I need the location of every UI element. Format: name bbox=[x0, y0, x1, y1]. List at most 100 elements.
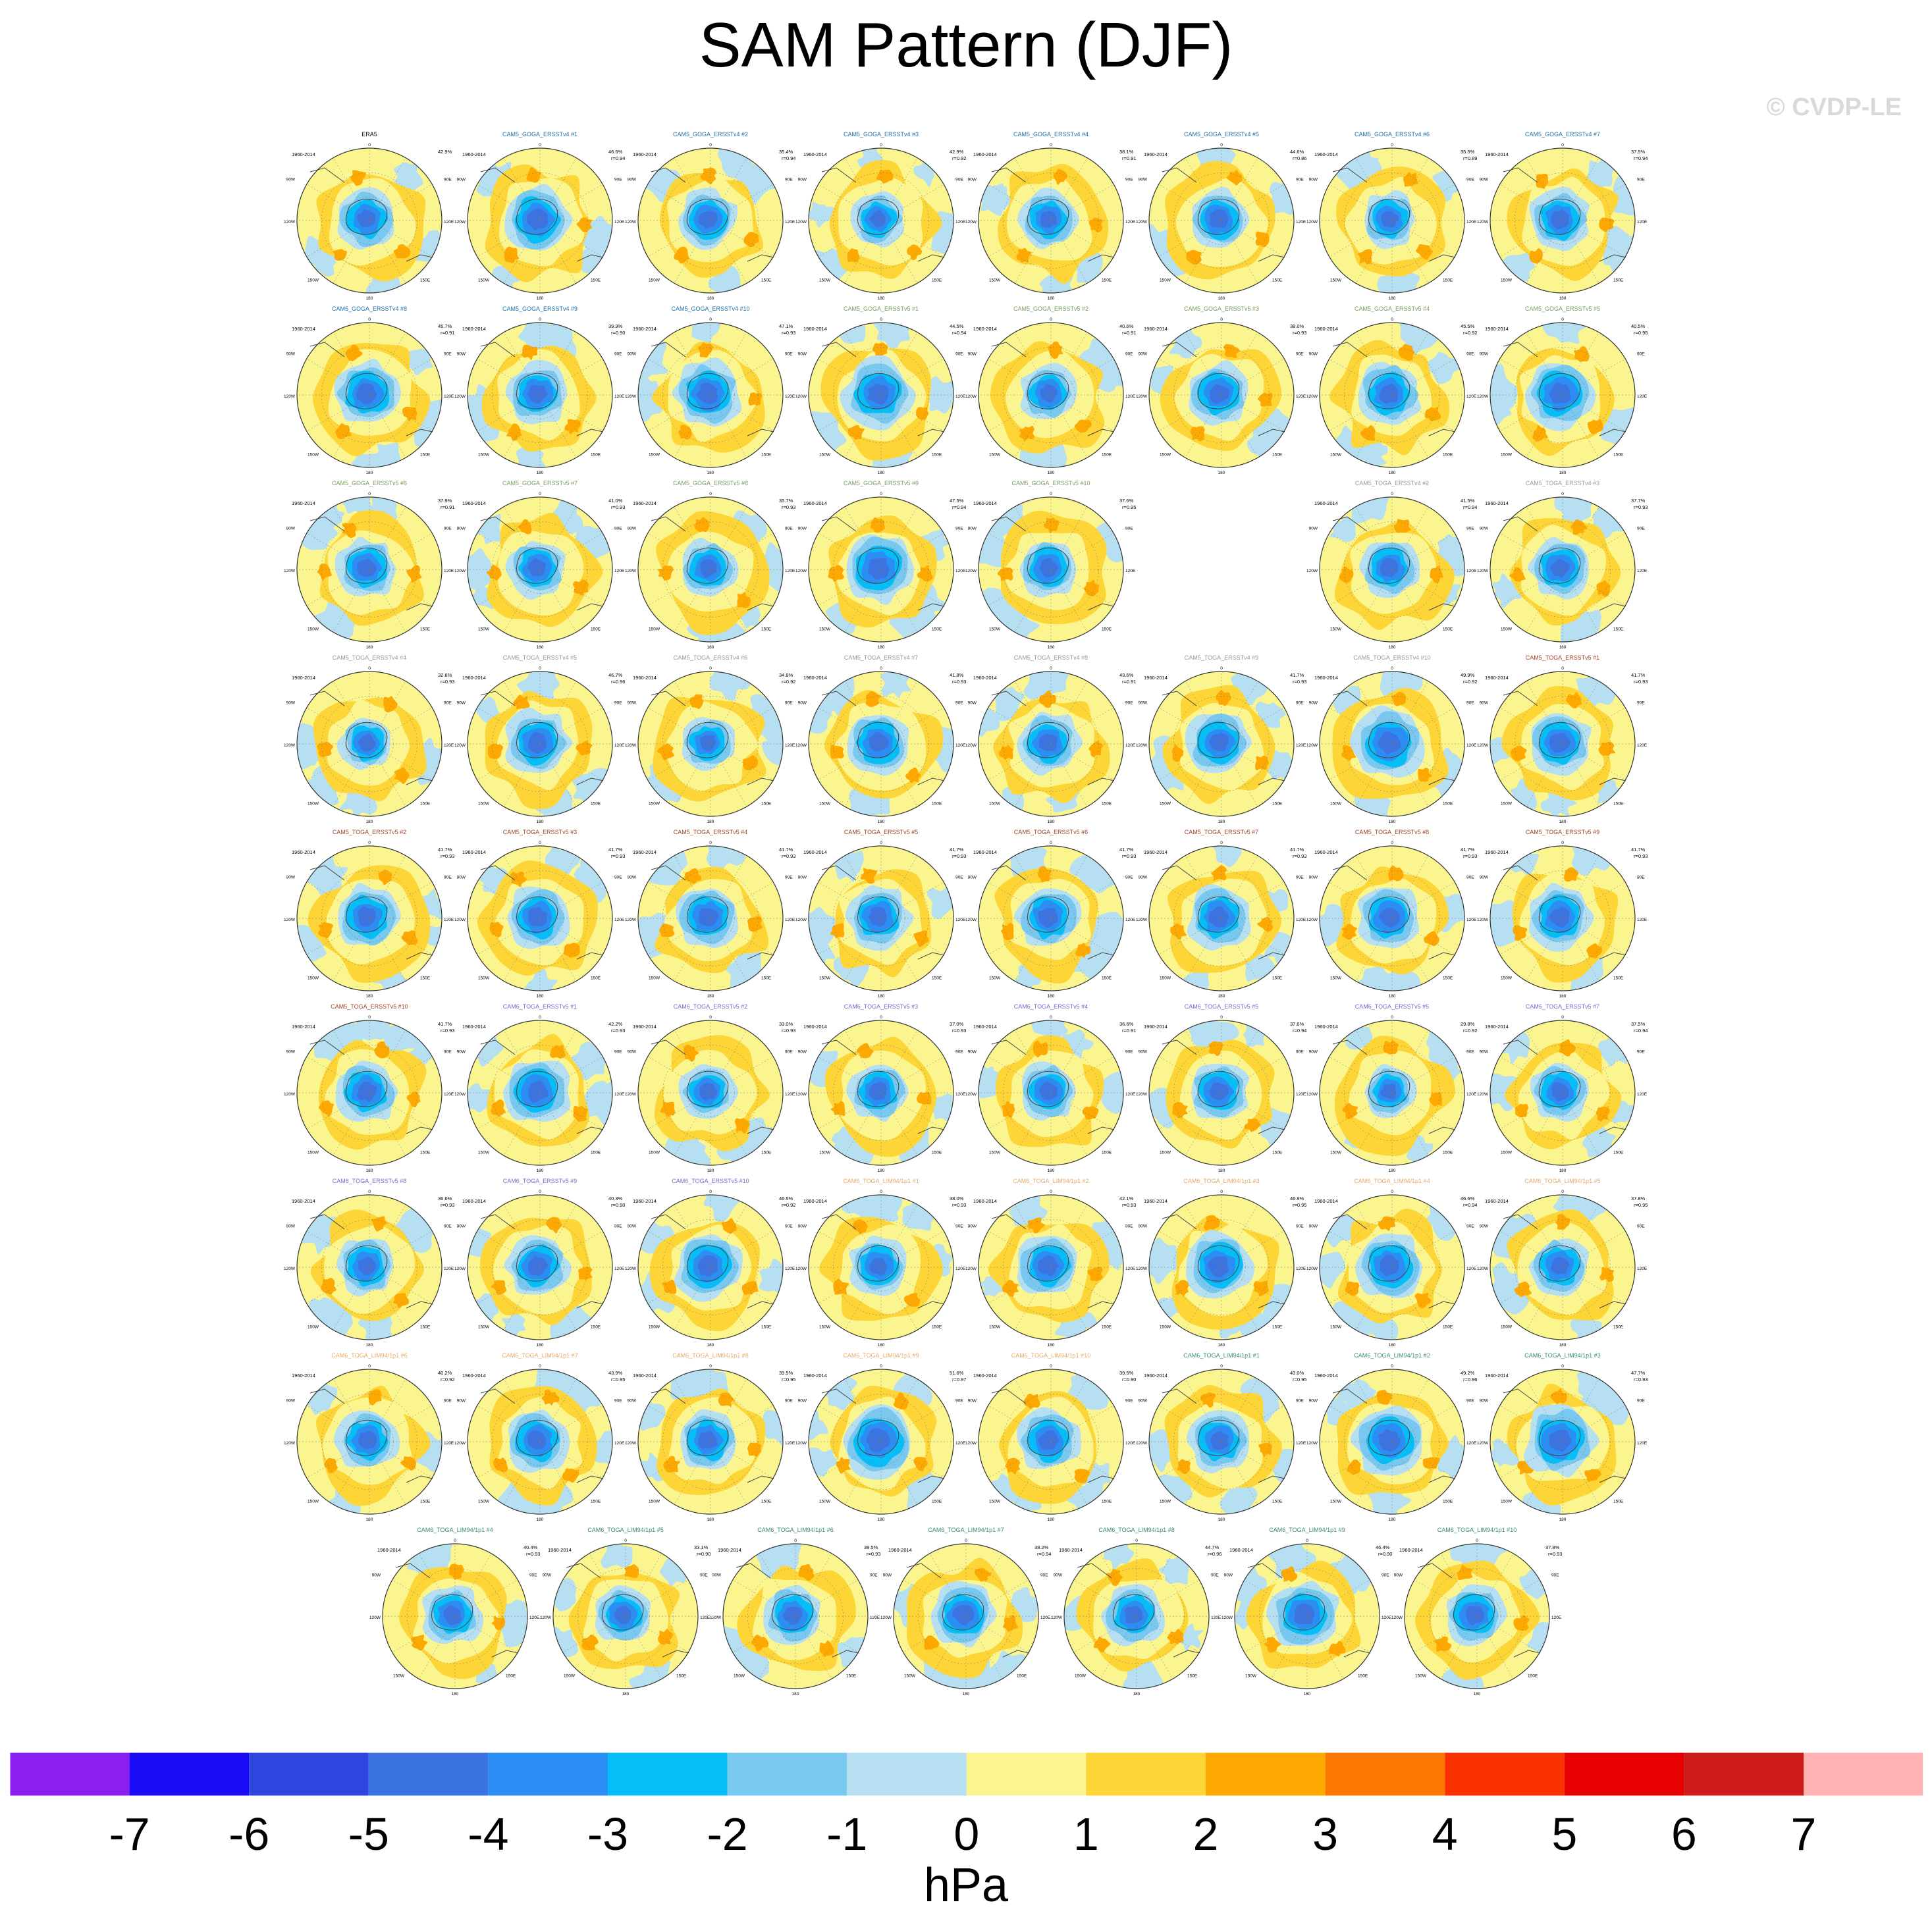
longitude-label: 0 bbox=[1561, 1364, 1564, 1369]
longitude-label: 0 bbox=[1561, 666, 1564, 671]
longitude-label: 120W bbox=[454, 918, 466, 922]
longitude-label: 180 bbox=[1389, 471, 1396, 475]
longitude-label: 0 bbox=[368, 1364, 371, 1369]
meridian-line bbox=[503, 1092, 541, 1156]
positive-maximum bbox=[335, 423, 352, 440]
negative-patch bbox=[1320, 1251, 1345, 1288]
meridian-line bbox=[306, 1092, 370, 1130]
positive-maximum bbox=[393, 1293, 410, 1309]
variance-label: 37.9% bbox=[438, 498, 452, 504]
antarctica-coastline bbox=[1368, 547, 1410, 584]
longitude-label: 120E bbox=[614, 1441, 625, 1446]
panel-title: CAM5_GOGA_ERSSTv4 #8 bbox=[332, 305, 407, 312]
meridian-line bbox=[333, 681, 370, 745]
meridian-line bbox=[903, 1579, 967, 1617]
panel-title: CAM5_GOGA_ERSSTv5 #8 bbox=[673, 480, 748, 486]
positive-maximum bbox=[678, 425, 692, 440]
longitude-label: 150E bbox=[1613, 1325, 1624, 1329]
map-field bbox=[297, 497, 442, 642]
longitude-label: 120E bbox=[1637, 1267, 1648, 1271]
positive-maximum bbox=[401, 930, 418, 945]
meridian-line bbox=[880, 1267, 918, 1330]
variance-label: 35.4% bbox=[779, 149, 793, 155]
panel-title: CAM6_TOGA_LIM94/1p1 #7 bbox=[928, 1527, 1004, 1533]
south-america-coastline bbox=[1162, 691, 1197, 706]
polar-low-contour bbox=[1378, 1429, 1401, 1452]
meridian-line bbox=[1440, 1616, 1478, 1679]
south-america-coastline bbox=[651, 1388, 686, 1404]
map-border bbox=[296, 1194, 443, 1340]
map-border bbox=[978, 1020, 1124, 1166]
meridian-line bbox=[562, 1616, 626, 1653]
variance-label: 41.8% bbox=[950, 672, 964, 678]
longitude-label: 180 bbox=[537, 471, 544, 475]
graticule bbox=[297, 497, 442, 642]
meridian-line bbox=[710, 1030, 747, 1093]
longitude-label: 150E bbox=[1102, 976, 1112, 980]
map-border bbox=[808, 845, 954, 991]
antarctica-coastline bbox=[516, 547, 558, 584]
correlation-label: r=0.93 bbox=[782, 330, 795, 336]
new-zealand-coastline bbox=[1087, 952, 1115, 960]
south-america-coastline bbox=[991, 691, 1027, 706]
longitude-label: 150E bbox=[1443, 801, 1453, 806]
longitude-label: 90E bbox=[444, 352, 452, 357]
map-border bbox=[296, 147, 443, 294]
period-label: 1960-2014 bbox=[973, 1024, 997, 1030]
meridian-line bbox=[1050, 707, 1114, 745]
meridian-line bbox=[1499, 1267, 1563, 1304]
colorbar-tick-label: -2 bbox=[707, 1808, 747, 1860]
period-label: 1960-2014 bbox=[1485, 675, 1509, 681]
meridian-line bbox=[1014, 506, 1052, 570]
longitude-label: 150W bbox=[1501, 278, 1513, 282]
meridian-line bbox=[880, 918, 944, 955]
meridian-line bbox=[1391, 220, 1429, 284]
meridian-line bbox=[1050, 569, 1088, 633]
longitude-label: 90E bbox=[444, 527, 452, 531]
meridian-line bbox=[1476, 1616, 1540, 1653]
polar-low-contour bbox=[1381, 211, 1399, 228]
meridian-line bbox=[1562, 569, 1626, 606]
meridian-line bbox=[647, 743, 711, 781]
meridian-line bbox=[539, 220, 603, 257]
meridian-line bbox=[818, 533, 882, 570]
positive-maximum bbox=[576, 741, 593, 756]
meridian-line bbox=[1050, 569, 1114, 606]
positive-maximum bbox=[1005, 1458, 1021, 1475]
meridian-line bbox=[369, 681, 406, 745]
longitude-label: 120E bbox=[1296, 1441, 1306, 1446]
polar-low-contour bbox=[357, 209, 376, 228]
positive-maximum bbox=[1387, 865, 1404, 881]
longitude-label: 120E bbox=[1296, 394, 1306, 399]
colorbar-swatch bbox=[249, 1752, 369, 1796]
new-zealand-coastline bbox=[576, 603, 604, 611]
meridian-line bbox=[1050, 220, 1114, 257]
map-border bbox=[1319, 1020, 1465, 1166]
longitude-label: 180 bbox=[1389, 994, 1396, 999]
panel-title: CAM5_TOGA_ERSSTv4 #9 bbox=[1185, 654, 1258, 661]
meridian-line bbox=[844, 1204, 882, 1268]
positive-maximum bbox=[318, 1100, 335, 1117]
meridian-line bbox=[1100, 1616, 1137, 1679]
meridian-line bbox=[1050, 394, 1088, 458]
longitude-label: 150W bbox=[649, 801, 660, 806]
south-america-coastline bbox=[566, 1563, 601, 1579]
variance-label: 45.7% bbox=[438, 323, 452, 329]
variance-label: 32.6% bbox=[438, 672, 452, 678]
period-label: 1960-2014 bbox=[1144, 675, 1167, 681]
longitude-label: 150E bbox=[676, 1673, 687, 1678]
meridian-line bbox=[503, 918, 541, 982]
period-label: 1960-2014 bbox=[1314, 500, 1338, 506]
map-border bbox=[467, 1194, 613, 1340]
longitude-label: 180 bbox=[1559, 645, 1567, 650]
positive-maximum bbox=[870, 517, 885, 533]
longitude-label: 150E bbox=[591, 452, 601, 457]
negative-patch bbox=[841, 1195, 872, 1217]
latitude-circle bbox=[1515, 172, 1611, 269]
meridian-line bbox=[710, 220, 747, 284]
colorbar-tick-label: 2 bbox=[1193, 1808, 1219, 1860]
meridian-line bbox=[818, 1056, 882, 1093]
meridian-line bbox=[1355, 918, 1393, 982]
